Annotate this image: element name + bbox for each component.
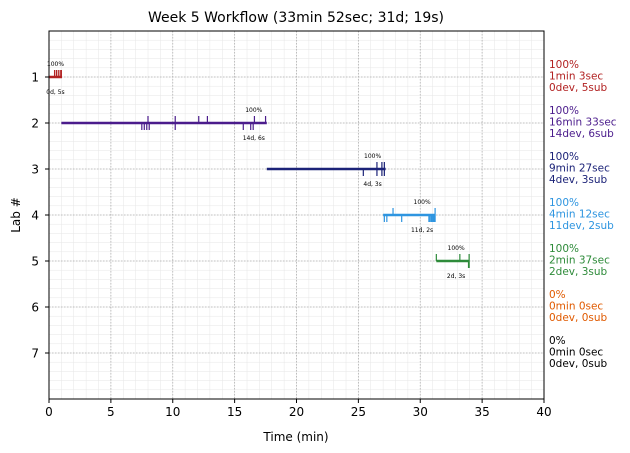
summary-line: 100%: [549, 197, 579, 209]
lab-4-timeline: 100% 11d, 2s: [383, 199, 436, 234]
y-tick-label: 5: [31, 255, 39, 269]
pct-label: 100%: [47, 61, 64, 68]
lab-3-timeline: 100% 4d, 3s: [266, 153, 386, 188]
summary-line: 100%: [549, 151, 579, 163]
summary-line: 16min 33sec: [549, 117, 617, 129]
x-axis-label: Time (min): [262, 430, 328, 444]
summary-line: 2dev, 3sub: [549, 266, 608, 278]
summary-line: 1min 3sec: [549, 71, 603, 83]
y-tick-label: 1: [31, 71, 39, 85]
summary-line: 0dev, 5sub: [549, 82, 608, 94]
x-tick-label: 35: [474, 405, 489, 419]
summary-line: 0%: [549, 335, 566, 347]
summary-line: 0dev, 0sub: [549, 312, 608, 324]
y-axis-label: Lab #: [9, 197, 23, 233]
summary-line: 100%: [549, 59, 579, 71]
summary-line: 2min 37sec: [549, 255, 610, 267]
lab-bars: 100% 0d, 5s 100% 14d, 6s 100% 4d, 3s 100% 11d, …: [46, 61, 470, 280]
x-tick-label: 20: [289, 405, 304, 419]
counts-label: 14d, 6s: [243, 135, 265, 142]
summary-line: 4dev, 3sub: [549, 174, 608, 186]
lab-2-timeline: 100% 14d, 6s: [61, 107, 267, 142]
pct-label: 100%: [414, 199, 431, 206]
chart-title: Week 5 Workflow (33min 52sec; 31d; 19s): [148, 10, 444, 26]
summary-line: 100%: [549, 105, 579, 117]
x-tick-label: 40: [536, 405, 551, 419]
counts-label: 0d, 5s: [46, 89, 64, 96]
x-tick-label: 10: [165, 405, 180, 419]
pct-label: 100%: [448, 245, 465, 252]
summary-line: 0dev, 0sub: [549, 358, 608, 370]
counts-label: 2d, 3s: [447, 273, 465, 280]
x-tick-label: 25: [351, 405, 366, 419]
x-tick-label: 0: [45, 405, 53, 419]
pct-label: 100%: [364, 153, 381, 160]
summary-line: 0min 0sec: [549, 301, 603, 313]
y-tick-label: 7: [31, 347, 39, 361]
x-tick-label: 30: [413, 405, 428, 419]
x-axis-ticks: 0 5 10 15 20 25 30 35 40: [45, 399, 552, 419]
lab-5-timeline: 100% 2d, 3s: [435, 245, 470, 280]
y-axis-ticks: 1 2 3 4 5 6 7: [31, 71, 49, 361]
summary-line: 4min 12sec: [549, 209, 610, 221]
y-tick-label: 4: [31, 209, 39, 223]
x-tick-label: 15: [227, 405, 242, 419]
counts-label: 4d, 3s: [363, 181, 381, 188]
summary-line: 100%: [549, 243, 579, 255]
x-tick-label: 5: [107, 405, 115, 419]
pct-label: 100%: [245, 107, 262, 114]
lab-1-timeline: 100% 0d, 5s: [46, 61, 64, 96]
summary-line: 14dev, 6sub: [549, 128, 614, 140]
y-tick-label: 6: [31, 301, 39, 315]
summary-line: 11dev, 2sub: [549, 220, 614, 232]
counts-label: 11d, 2s: [411, 227, 433, 234]
y-tick-label: 3: [31, 163, 39, 177]
summary-line: 0min 0sec: [549, 347, 603, 359]
grid: [48, 30, 545, 400]
summary-line: 0%: [549, 289, 566, 301]
summary-line: 9min 27sec: [549, 163, 610, 175]
y-tick-label: 2: [31, 117, 39, 131]
